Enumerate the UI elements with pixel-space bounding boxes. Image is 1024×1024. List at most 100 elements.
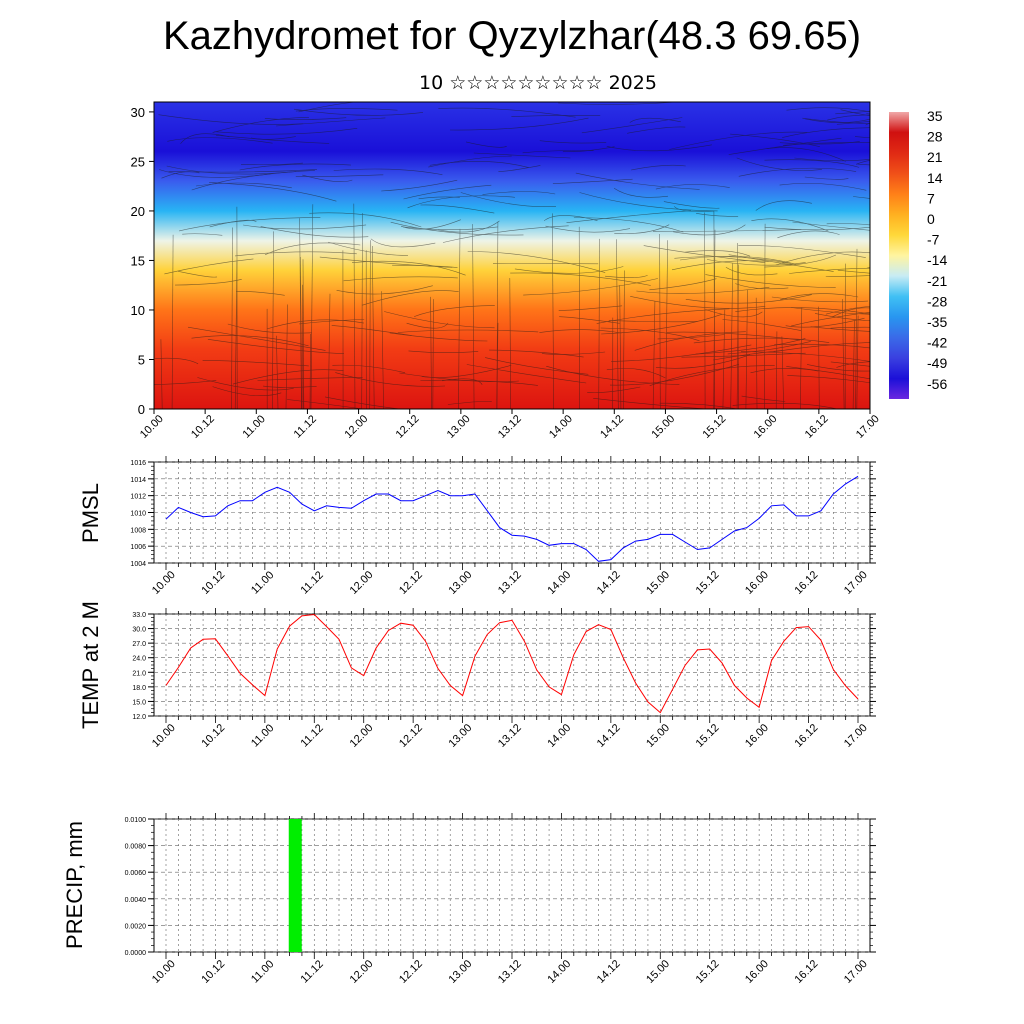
y-tick-label: 0.0020 <box>125 923 147 930</box>
streamline <box>466 364 587 384</box>
streamline <box>389 332 488 342</box>
x-tick-label: 15.12 <box>694 958 722 986</box>
x-tick-label: 11.00 <box>249 569 276 596</box>
streamline <box>630 296 766 309</box>
streamline <box>235 290 285 296</box>
x-tick-label: 13.00 <box>446 722 474 750</box>
wind-barb <box>722 309 726 409</box>
x-tick-label: 12.12 <box>397 722 425 750</box>
streamline <box>771 296 869 303</box>
x-tick-label: 16.12 <box>792 569 820 597</box>
streamline <box>825 305 870 315</box>
wind-barb <box>842 299 845 409</box>
streamline <box>631 164 686 171</box>
x-tick-label: 11.12 <box>298 722 325 749</box>
streamline <box>191 335 309 347</box>
x-tick-label: 13.00 <box>445 413 473 441</box>
streamline <box>673 224 746 236</box>
x-tick-label: 15.12 <box>694 722 722 750</box>
streamline <box>830 361 870 367</box>
streamline <box>438 220 500 233</box>
streamline <box>390 221 524 236</box>
streamline <box>158 114 304 125</box>
streamline <box>287 399 366 409</box>
series-line <box>165 613 859 714</box>
streamline <box>179 217 321 232</box>
y-tick-label: 1006 <box>130 544 146 551</box>
streamline <box>825 275 870 277</box>
streamline <box>780 293 859 300</box>
series-line <box>165 475 859 562</box>
streamline <box>854 136 870 139</box>
streamlines <box>154 102 870 409</box>
wind-barb <box>652 301 656 409</box>
y-tick-label: 5 <box>138 352 145 367</box>
streamline <box>674 256 791 264</box>
streamline <box>857 163 870 166</box>
streamline <box>403 226 498 230</box>
streamline <box>684 250 751 257</box>
x-tick-label: 14.00 <box>545 569 573 597</box>
x-tick-label: 16.00 <box>743 958 771 986</box>
streamline <box>239 163 351 171</box>
y-tick-label: 0.0060 <box>125 870 147 877</box>
colorbar-label: -14 <box>927 252 947 268</box>
streamline <box>159 169 271 178</box>
streamline <box>384 311 495 329</box>
chart-title: Kazhydromet for Qyzylzhar(48.3 69.65) <box>162 14 862 58</box>
x-tick-label: 17.00 <box>842 958 870 986</box>
x-tick-label: 10.00 <box>150 958 178 986</box>
streamline <box>792 221 870 231</box>
streamline <box>666 331 801 341</box>
streamline <box>309 212 422 228</box>
streamline <box>764 254 837 268</box>
wind-barb <box>659 233 661 409</box>
x-tick-label: 13.12 <box>496 569 524 597</box>
x-tick-label: 10.00 <box>138 413 166 441</box>
streamline <box>487 102 491 103</box>
streamline <box>722 319 802 331</box>
streamline <box>573 217 684 233</box>
streamline <box>335 372 446 387</box>
streamline <box>492 263 599 265</box>
streamline <box>779 183 867 191</box>
streamline <box>460 192 557 208</box>
streamline <box>601 313 723 335</box>
colorbar-label: 0 <box>927 211 935 227</box>
streamline <box>523 278 658 296</box>
streamline <box>332 364 406 373</box>
streamline <box>774 343 870 349</box>
streamline <box>804 176 849 180</box>
x-tick-label: 12.00 <box>348 722 376 750</box>
precip-bar <box>288 819 302 952</box>
streamline <box>741 395 786 402</box>
wind-barb <box>372 245 375 409</box>
x-tick-label: 16.00 <box>752 413 780 441</box>
streamline <box>264 242 361 256</box>
streamline <box>182 233 223 236</box>
streamline <box>295 108 398 112</box>
streamline <box>558 102 680 105</box>
y-tick-label: 0 <box>138 402 145 417</box>
streamline <box>785 317 865 328</box>
colorbar-label: 35 <box>927 108 943 124</box>
wind-barb <box>713 210 716 409</box>
heatmap-field <box>154 102 870 409</box>
wind-barb <box>496 221 499 409</box>
y-tick-label: 20 <box>131 204 145 219</box>
y-axis-label: PMSL <box>78 483 103 543</box>
x-tick-label: 15.00 <box>644 958 672 986</box>
streamline <box>832 307 870 318</box>
y-tick-label: 1004 <box>130 561 146 568</box>
colorbar-label: 14 <box>927 170 943 186</box>
streamline <box>546 365 680 385</box>
streamline <box>413 305 495 317</box>
streamline <box>782 127 870 138</box>
wind-barb <box>300 256 303 409</box>
streamline <box>449 117 589 131</box>
x-tick-label: 14.00 <box>547 413 575 441</box>
y-tick-label: 1016 <box>130 460 146 467</box>
streamline <box>473 152 571 159</box>
streamline <box>806 364 870 372</box>
x-tick-label: 13.00 <box>446 569 474 597</box>
